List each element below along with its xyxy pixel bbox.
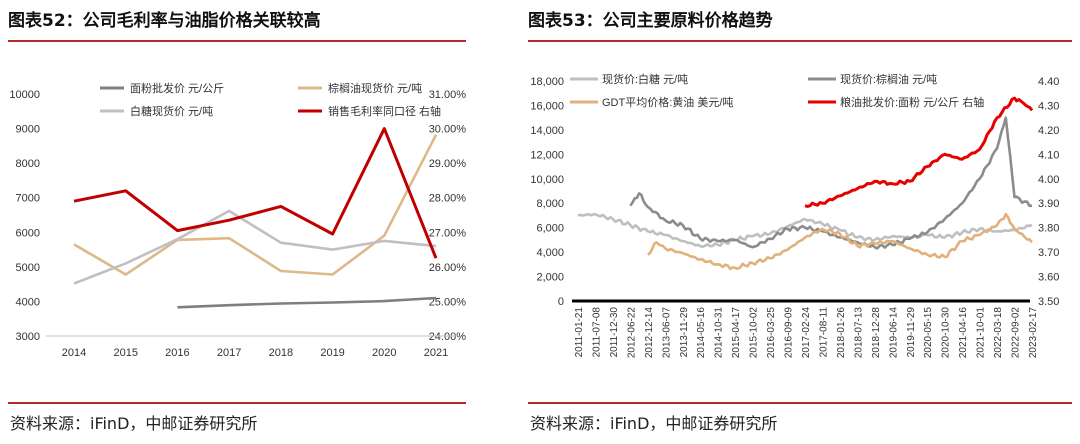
chart2-x-tick-13: 2017-02-24 bbox=[801, 307, 812, 359]
chart1-x-tick-1: 2015 bbox=[113, 347, 137, 359]
chart1-left-tick-5: 8000 bbox=[16, 158, 40, 170]
chart2-right-tick-6: 4.10 bbox=[1038, 149, 1059, 161]
chart1-right-tick-4: 28.00% bbox=[429, 193, 467, 205]
chart1-x-tick-2: 2016 bbox=[165, 347, 189, 359]
chart2-x-tick-2: 2011-12-30 bbox=[609, 307, 620, 358]
chart1-left-tick-3: 6000 bbox=[16, 227, 40, 239]
chart2-left-tick-4: 8,000 bbox=[536, 198, 564, 210]
chart2-x-tick-23: 2021-10-01 bbox=[976, 307, 987, 359]
chart2-left-tick-8: 16,000 bbox=[530, 100, 564, 112]
chart2-x-tick-0: 2011-01-21 bbox=[574, 307, 585, 358]
chart1-x-tick-4: 2018 bbox=[269, 347, 293, 359]
chart2-x-tick-20: 2020-05-15 bbox=[923, 307, 934, 359]
chart1-x-tick-3: 2017 bbox=[217, 347, 241, 359]
chart2-x-tick-10: 2015-10-02 bbox=[749, 307, 760, 359]
chart2-title-rule bbox=[528, 40, 1072, 42]
chart2-x-tick-1: 2011-07-08 bbox=[591, 307, 602, 358]
chart2-x-tick-18: 2019-06-14 bbox=[888, 307, 899, 359]
chart1-x-tick-7: 2021 bbox=[424, 347, 448, 359]
chart2-x-tick-17: 2018-12-28 bbox=[871, 307, 882, 359]
chart2-source-rule bbox=[528, 402, 1072, 404]
chart2-x-tick-3: 2012-06-22 bbox=[626, 307, 637, 359]
chart2-series-line-0 bbox=[577, 212, 1033, 249]
chart2-left-tick-1: 2,000 bbox=[536, 272, 564, 284]
chart2-canvas: 0 2,000 4,000 6,000 8,000 10,000 12,000 14,000 1… bbox=[530, 72, 1059, 359]
chart2-right-tick-2: 3.70 bbox=[1038, 247, 1059, 259]
chart1-source: 资料来源：iFinD，中邮证券研究所 bbox=[10, 414, 258, 433]
chart1-title: 图表52：公司毛利率与油脂价格关联较高 bbox=[8, 11, 321, 31]
chart2-x-tick-12: 2016-09-09 bbox=[784, 307, 795, 359]
chart1-legend-label-0: 面粉批发价 元/公斤 bbox=[130, 81, 224, 95]
chart1-legend-label-1: 棕榈油现货价 元/吨 bbox=[328, 81, 422, 95]
chart2-title: 图表53：公司主要原料价格趋势 bbox=[528, 11, 773, 31]
chart2-x-tick-6: 2013-11-29 bbox=[679, 307, 690, 358]
chart2-left-tick-9: 18,000 bbox=[530, 76, 564, 88]
chart2-right-tick-4: 3.90 bbox=[1038, 198, 1059, 210]
chart1-series-line-2 bbox=[73, 209, 437, 285]
chart1-right-tick-5: 29.00% bbox=[429, 158, 467, 170]
chart2-right-tick-7: 4.20 bbox=[1038, 125, 1059, 137]
chart2-x-tick-24: 2022-03-18 bbox=[993, 307, 1004, 359]
chart2-x-tick-15: 2018-01-26 bbox=[836, 307, 847, 359]
chart1-right-tick-2: 26.00% bbox=[429, 262, 467, 274]
chart2-x-tick-25: 2022-09-02 bbox=[1011, 307, 1022, 359]
chart2-legend-label-0: 现货价:白糖 元/吨 bbox=[602, 72, 688, 86]
chart1-right-tick-7: 31.00% bbox=[429, 89, 467, 101]
chart2-right-tick-5: 4.00 bbox=[1038, 174, 1059, 186]
chart1-series-line-1 bbox=[73, 134, 438, 276]
chart1-x-tick-5: 2019 bbox=[320, 347, 344, 359]
chart2-right-tick-8: 4.30 bbox=[1038, 100, 1059, 112]
chart2-x-tick-5: 2013-06-07 bbox=[661, 307, 672, 359]
chart2-right-tick-0: 3.50 bbox=[1038, 296, 1059, 308]
chart2-x-tick-21: 2020-10-30 bbox=[941, 307, 952, 359]
chart1-left-tick-7: 10000 bbox=[9, 89, 40, 101]
chart1-left-tick-0: 3000 bbox=[16, 331, 40, 343]
chart2-left-tick-6: 12,000 bbox=[530, 149, 564, 161]
chart2-x-tick-22: 2021-04-16 bbox=[958, 307, 969, 359]
chart2-series-line-3 bbox=[804, 96, 1034, 208]
chart1-right-tick-1: 25.00% bbox=[429, 296, 467, 308]
chart1-x-tick-6: 2020 bbox=[372, 347, 396, 359]
chart1-series-line-3 bbox=[73, 127, 438, 259]
chart2-left-tick-7: 14,000 bbox=[530, 125, 564, 137]
chart2-x-tick-9: 2015-04-17 bbox=[731, 307, 742, 359]
chart2-legend-label-1: 现货价:棕榈油 元/吨 bbox=[840, 72, 937, 86]
chart2-x-tick-7: 2014-05-16 bbox=[696, 307, 707, 359]
chart2-series-line-2 bbox=[647, 212, 1033, 271]
chart2-source: 资料来源：iFinD，中邮证券研究所 bbox=[530, 414, 778, 433]
chart2-legend-label-3: 粮油批发价:面粉 元/公斤 右轴 bbox=[840, 95, 984, 109]
chart2-left-tick-5: 10,000 bbox=[530, 174, 564, 186]
chart2-right-tick-9: 4.40 bbox=[1038, 76, 1059, 88]
chart2-x-tick-8: 2014-10-31 bbox=[714, 307, 725, 359]
chart2-right-tick-1: 3.60 bbox=[1038, 272, 1059, 284]
chart1-right-tick-3: 27.00% bbox=[429, 227, 467, 239]
chart2-x-tick-16: 2018-07-13 bbox=[853, 307, 864, 359]
chart2-left-tick-2: 4,000 bbox=[536, 247, 564, 259]
chart2-x-tick-4: 2012-12-14 bbox=[644, 307, 655, 359]
chart1-canvas: 3000 4000 5000 6000 7000 8000 9000 10000 24.00% 2… bbox=[9, 81, 467, 359]
chart2-x-tick-14: 2017-08-11 bbox=[818, 307, 829, 358]
chart2-legend-label-2: GDT平均价格:黄油 美元/吨 bbox=[602, 95, 733, 109]
chart1-x-tick-0: 2014 bbox=[62, 347, 86, 359]
chart1-left-tick-4: 7000 bbox=[16, 193, 40, 205]
chart2-x-tick-19: 2019-11-29 bbox=[906, 307, 917, 358]
chart2-right-tick-3: 3.80 bbox=[1038, 223, 1059, 235]
chart1-left-tick-2: 5000 bbox=[16, 262, 40, 274]
chart2-left-tick-0: 0 bbox=[558, 296, 564, 308]
chart1-series-line-0 bbox=[177, 296, 437, 309]
chart1-left-tick-1: 4000 bbox=[16, 296, 40, 308]
chart2-x-tick-26: 2023-02-17 bbox=[1028, 307, 1039, 359]
chart2-series-line-1 bbox=[629, 116, 1033, 250]
chart2-x-tick-11: 2016-03-25 bbox=[766, 307, 777, 359]
chart1-title-rule bbox=[8, 40, 466, 42]
chart1-right-tick-0: 24.00% bbox=[429, 331, 467, 343]
chart2-left-tick-3: 6,000 bbox=[536, 223, 564, 235]
chart1-legend-label-2: 白糖现货价 元/吨 bbox=[130, 104, 213, 118]
chart1-right-tick-6: 30.00% bbox=[429, 124, 467, 136]
chart1-source-rule bbox=[8, 402, 466, 404]
chart1-legend-label-3: 销售毛利率同口径 右轴 bbox=[328, 104, 441, 118]
chart1-left-tick-6: 9000 bbox=[16, 124, 40, 136]
